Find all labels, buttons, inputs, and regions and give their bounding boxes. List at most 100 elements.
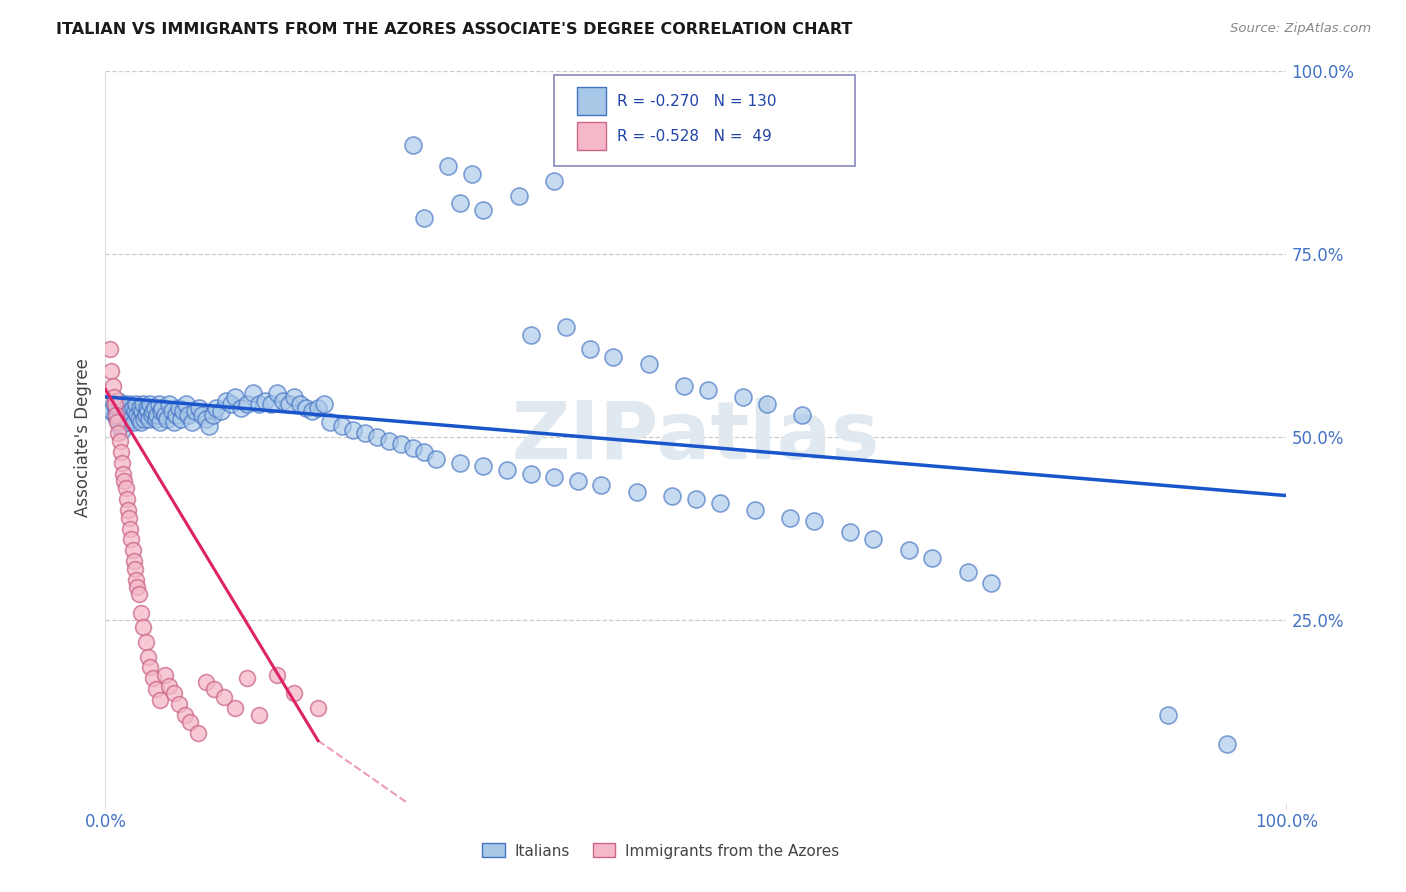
- Point: [219, 397, 242, 411]
- Point: [401, 137, 423, 152]
- Text: ITALIAN VS IMMIGRANTS FROM THE AZORES ASSOCIATE'S DEGREE CORRELATION CHART: ITALIAN VS IMMIGRANTS FROM THE AZORES AS…: [56, 22, 852, 37]
- Point: [125, 397, 148, 411]
- Point: [187, 726, 209, 740]
- Point: [105, 408, 128, 422]
- Point: [330, 419, 353, 434]
- Text: R = -0.528   N =  49: R = -0.528 N = 49: [617, 129, 772, 144]
- Point: [260, 397, 283, 411]
- Point: [105, 416, 128, 430]
- Point: [108, 419, 131, 434]
- Point: [980, 576, 1002, 591]
- Point: [163, 686, 186, 700]
- Point: [437, 160, 460, 174]
- Point: [127, 580, 149, 594]
- Point: [242, 386, 264, 401]
- Point: [543, 470, 565, 484]
- Text: R = -0.270   N = 130: R = -0.270 N = 130: [617, 94, 776, 109]
- Point: [779, 510, 801, 524]
- Point: [555, 320, 578, 334]
- Point: [110, 444, 132, 458]
- Point: [157, 679, 180, 693]
- Point: [139, 397, 162, 411]
- Point: [187, 401, 209, 415]
- Point: [301, 404, 323, 418]
- Point: [247, 397, 270, 411]
- Point: [110, 408, 132, 422]
- Point: [449, 456, 471, 470]
- Point: [236, 397, 259, 411]
- Point: [685, 492, 707, 507]
- Point: [121, 543, 143, 558]
- Point: [307, 700, 329, 714]
- Point: [184, 404, 207, 418]
- Point: [792, 408, 814, 422]
- Point: [167, 401, 190, 415]
- Point: [637, 357, 659, 371]
- Point: [897, 543, 920, 558]
- Point: [117, 416, 139, 430]
- Point: [117, 503, 139, 517]
- Point: [153, 667, 176, 681]
- Point: [148, 397, 170, 411]
- Point: [295, 401, 318, 415]
- Point: [145, 682, 167, 697]
- Point: [142, 672, 165, 686]
- Point: [121, 401, 143, 415]
- Point: [1216, 737, 1239, 751]
- Point: [163, 416, 186, 430]
- Point: [673, 379, 696, 393]
- Point: [141, 408, 163, 422]
- Point: [115, 408, 138, 422]
- Point: [157, 397, 180, 411]
- Point: [112, 397, 135, 411]
- Point: [114, 481, 136, 495]
- Point: [202, 682, 225, 697]
- Point: [128, 412, 150, 426]
- Point: [956, 566, 979, 580]
- Point: [170, 412, 193, 426]
- Point: [127, 408, 149, 422]
- Point: [709, 496, 731, 510]
- Point: [413, 211, 436, 225]
- Point: [496, 463, 519, 477]
- Point: [567, 474, 589, 488]
- Point: [153, 408, 176, 422]
- Point: [247, 708, 270, 723]
- Point: [319, 416, 342, 430]
- Point: [111, 423, 134, 437]
- Point: [112, 467, 135, 481]
- Point: [112, 401, 135, 415]
- Point: [661, 489, 683, 503]
- Point: [118, 510, 141, 524]
- Bar: [576, 87, 606, 115]
- Point: [139, 660, 162, 674]
- Point: [129, 416, 152, 430]
- Point: [472, 203, 495, 218]
- Point: [136, 404, 159, 418]
- Point: [120, 404, 142, 418]
- Point: [191, 408, 214, 422]
- Point: [136, 649, 159, 664]
- Point: [167, 697, 190, 711]
- Point: [108, 434, 131, 448]
- Point: [124, 404, 146, 418]
- Point: [105, 412, 128, 426]
- Point: [172, 404, 194, 418]
- Point: [103, 397, 125, 411]
- Point: [626, 485, 648, 500]
- Point: [543, 174, 565, 188]
- Point: [205, 401, 228, 415]
- Point: [209, 404, 232, 418]
- Point: [135, 408, 157, 422]
- Point: [179, 715, 201, 730]
- Point: [101, 379, 124, 393]
- Point: [862, 533, 884, 547]
- Point: [100, 364, 122, 378]
- Point: [165, 408, 187, 422]
- Point: [591, 477, 613, 491]
- Point: [118, 397, 141, 411]
- Point: [342, 423, 364, 437]
- Point: [212, 690, 235, 704]
- Point: [215, 393, 238, 408]
- Point: [283, 390, 305, 404]
